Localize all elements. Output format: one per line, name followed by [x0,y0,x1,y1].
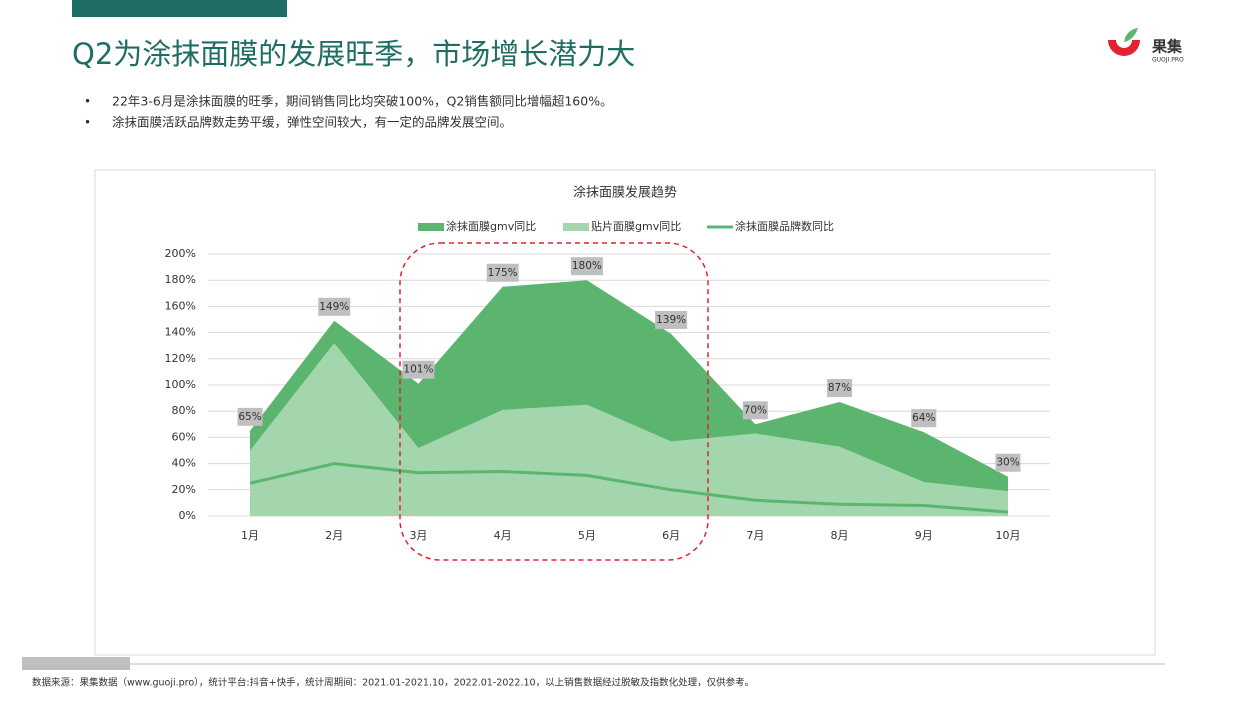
x-tick-label: 6月 [662,529,680,542]
y-tick-label: 160% [165,299,196,312]
y-tick-label: 0% [179,509,196,522]
legend-swatch [563,223,589,231]
logo-icon [1108,40,1140,56]
data-label: 87% [828,382,851,394]
data-label-box [570,257,603,276]
slide-title: Q2为涂抹面膜的发展旺季，市场增长潜力大 [72,37,635,71]
data-label: 70% [744,404,767,416]
data-label: 30% [996,457,1019,469]
legend-label: 贴片面膜gmv同比 [591,219,681,233]
highlight-box [399,242,709,561]
legend-label: 涂抹面膜gmv同比 [446,219,536,233]
data-label-box [655,310,688,329]
data-label: 180% [572,260,602,272]
legend-label: 涂抹面膜品牌数同比 [735,219,834,233]
y-tick-label: 60% [172,430,196,443]
data-label-box [318,297,351,316]
x-tick-label: 8月 [831,529,849,542]
top-bar [72,0,287,17]
logo-name: 果集 [1151,38,1183,56]
bullet-dot: • [84,116,91,130]
x-tick-label: 7月 [746,529,764,542]
data-label: 65% [238,411,261,423]
x-tick-label: 3月 [409,529,427,542]
source-note: 数据来源：果集数据（www.guoji.pro），统计平台:抖音+快手，统计周期… [32,677,754,689]
y-tick-label: 40% [172,457,196,470]
data-label: 64% [912,412,935,424]
data-label: 175% [488,267,518,279]
x-tick-label: 10月 [996,529,1021,542]
chart-frame [94,169,1156,656]
bullet: 22年3-6月是涂抹面膜的旺季，期间销售同比均突破100%，Q2销售额同比增幅超… [112,94,613,109]
logo-domain: GUOJI.PRO [1152,57,1184,64]
line [249,462,1009,514]
data-label-box [237,407,263,426]
data-label: 101% [403,364,433,376]
data-label: 139% [656,314,686,326]
y-tick-label: 100% [165,378,196,391]
x-tick-label: 4月 [494,529,512,542]
data-label-box [402,360,435,379]
data-label-box [742,401,768,420]
data-label-box [827,379,853,398]
footer-bar [22,657,130,670]
bullet-dot: • [84,95,91,109]
x-tick-label: 1月 [241,529,259,542]
chart-title: 涂抹面膜发展趋势 [573,185,677,201]
y-tick-label: 140% [165,326,196,339]
x-tick-label: 9月 [915,529,933,542]
y-tick-label: 200% [165,247,196,260]
x-tick-label: 5月 [578,529,596,542]
y-tick-label: 180% [165,273,196,286]
data-label-box [911,409,937,428]
legend-swatch [418,223,444,231]
y-tick-label: 120% [165,352,196,365]
y-tick-label: 20% [172,483,196,496]
data-label-box [486,263,519,282]
data-label: 149% [319,301,349,313]
bullet: 涂抹面膜活跃品牌数走势平缓，弹性空间较大，有一定的品牌发展空间。 [112,115,512,130]
logo-leaf [1124,28,1138,42]
x-tick-label: 2月 [325,529,343,542]
y-tick-label: 80% [172,404,196,417]
data-label-box [995,453,1021,472]
